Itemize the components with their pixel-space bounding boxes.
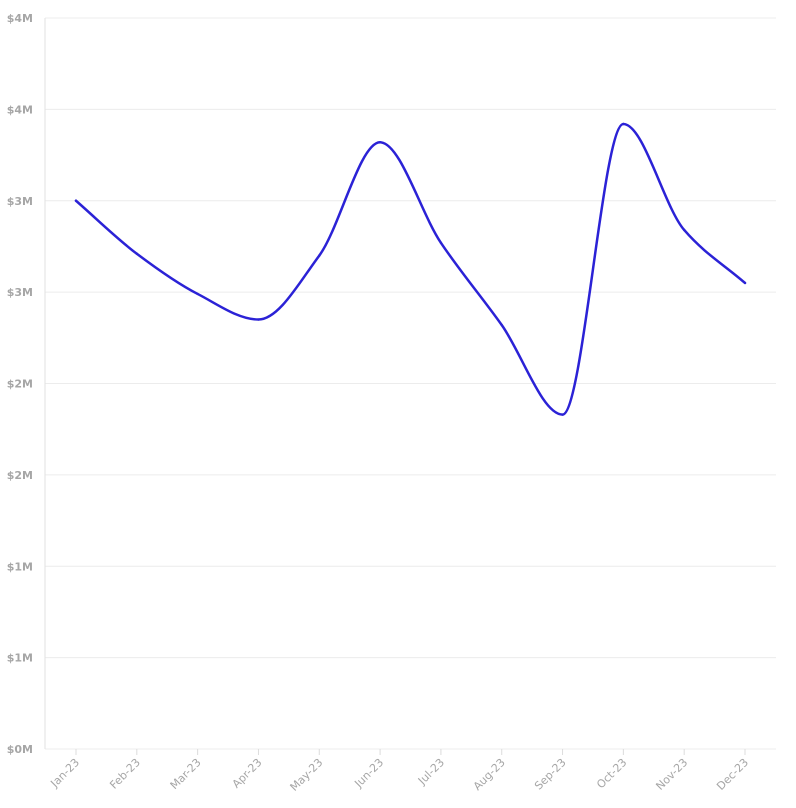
data-point [439,241,443,244]
data-point [378,141,382,144]
x-axis-labels: Jan-23 Feb-23 Mar-23 Apr-23 May-23 Jun-23 Jul-… [48,756,752,794]
data-point [257,318,260,321]
y-tick-label: $1M [7,560,33,573]
data-point [74,199,78,202]
data-point [622,122,625,126]
y-axis-labels: $0M $1M $1M $2M $2M $3M $3M $4M $4M [7,12,33,756]
x-tick-label: Jan-23 [48,756,83,791]
x-tick-label: Sep-23 [532,756,569,793]
data-point [500,323,503,327]
y-tick-label: $3M [7,286,33,299]
data-point [196,292,199,296]
grid-layer [45,17,776,750]
y-tick-label: $3M [7,195,33,208]
y-tick-label: $4M [7,103,33,116]
y-tick-label: $0M [7,743,33,756]
data-point [682,228,686,232]
x-tick-label: May-23 [288,756,326,794]
y-tick-label: $2M [7,469,33,482]
x-tick-label: Dec-23 [714,756,751,793]
x-tick-label: Aug-23 [471,756,508,793]
x-tick-label: Oct-23 [594,756,629,791]
y-tick-label: $4M [7,12,33,25]
x-tick-label: Jun-23 [351,756,386,791]
y-tick-label: $1M [7,652,33,665]
x-tick-label: Nov-23 [653,756,690,793]
data-point [318,254,321,257]
x-tick-label: Apr-23 [230,756,265,791]
axis-layer [44,18,746,755]
series-line [74,122,747,416]
y-tick-label: $2M [7,378,33,391]
data-point [561,413,564,416]
x-tick-label: Mar-23 [168,756,204,792]
data-point [135,252,139,255]
series-layer [74,122,747,416]
data-point [743,281,747,285]
x-tick-label: Jul-23 [415,756,447,788]
x-tick-label: Feb-23 [107,756,143,792]
